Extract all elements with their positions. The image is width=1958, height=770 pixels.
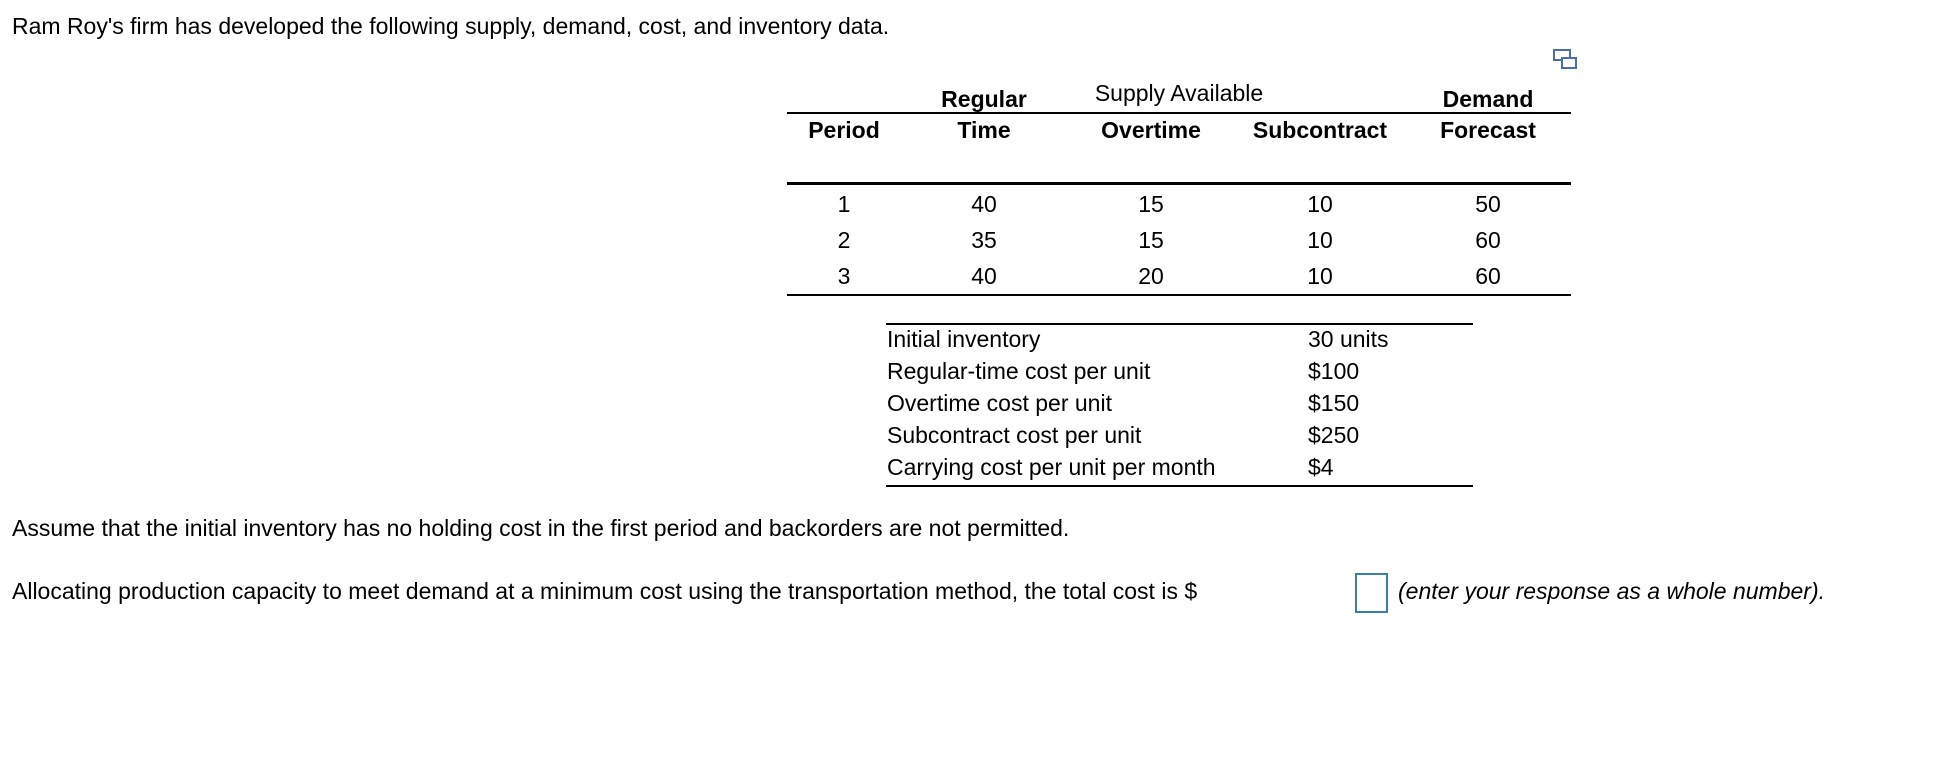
- table-cell: 40: [971, 263, 997, 289]
- column-header: Demand: [1442, 86, 1534, 112]
- cost-label: Regular-time cost per unit: [887, 358, 1151, 384]
- column-header: Regular: [941, 86, 1027, 112]
- cost-value: $4: [1308, 454, 1334, 480]
- rule: [886, 485, 1473, 487]
- intro-text: Ram Roy's firm has developed the followi…: [12, 13, 890, 39]
- table-title: Supply Available: [1094, 80, 1264, 106]
- cost-label: Subcontract cost per unit: [887, 422, 1142, 448]
- cost-label: Carrying cost per unit per month: [887, 454, 1216, 480]
- assumption-text: Assume that the initial inventory has no…: [12, 515, 1070, 541]
- table-cell: 20: [1138, 263, 1164, 289]
- cost-label: Overtime cost per unit: [887, 390, 1112, 416]
- rule: [787, 182, 1571, 185]
- table-cell: 50: [1475, 191, 1501, 217]
- cost-value: $150: [1308, 390, 1360, 416]
- table-cell: 60: [1475, 263, 1501, 289]
- rule: [787, 294, 1571, 296]
- cost-value: $250: [1308, 422, 1360, 448]
- table-cell: 15: [1138, 191, 1164, 217]
- cost-value: 30 units: [1308, 326, 1389, 352]
- cost-label: Initial inventory: [887, 326, 1041, 352]
- cost-value: $100: [1308, 358, 1360, 384]
- table-cell: 2: [837, 227, 851, 253]
- column-header: Overtime: [1101, 117, 1201, 143]
- column-header: Time: [957, 117, 1011, 143]
- table-cell: 3: [837, 263, 851, 289]
- table-cell: 60: [1475, 227, 1501, 253]
- table-cell: 10: [1307, 191, 1333, 217]
- rule: [886, 323, 1473, 325]
- column-header: Subcontract: [1252, 117, 1388, 143]
- table-cell: 1: [837, 191, 851, 217]
- table-cell: 15: [1138, 227, 1164, 253]
- table-cell: 10: [1307, 263, 1333, 289]
- column-header: Period: [808, 117, 880, 143]
- table-cell: 35: [971, 227, 997, 253]
- column-header: Forecast: [1440, 117, 1536, 143]
- table-cell: 40: [971, 191, 997, 217]
- answer-input[interactable]: [1355, 573, 1388, 613]
- expand-icon[interactable]: [1553, 49, 1579, 71]
- question-prefix: Allocating production capacity to meet d…: [12, 578, 1198, 604]
- rule: [787, 112, 1571, 114]
- table-cell: 10: [1307, 227, 1333, 253]
- question-suffix: (enter your response as a whole number).: [1398, 578, 1825, 604]
